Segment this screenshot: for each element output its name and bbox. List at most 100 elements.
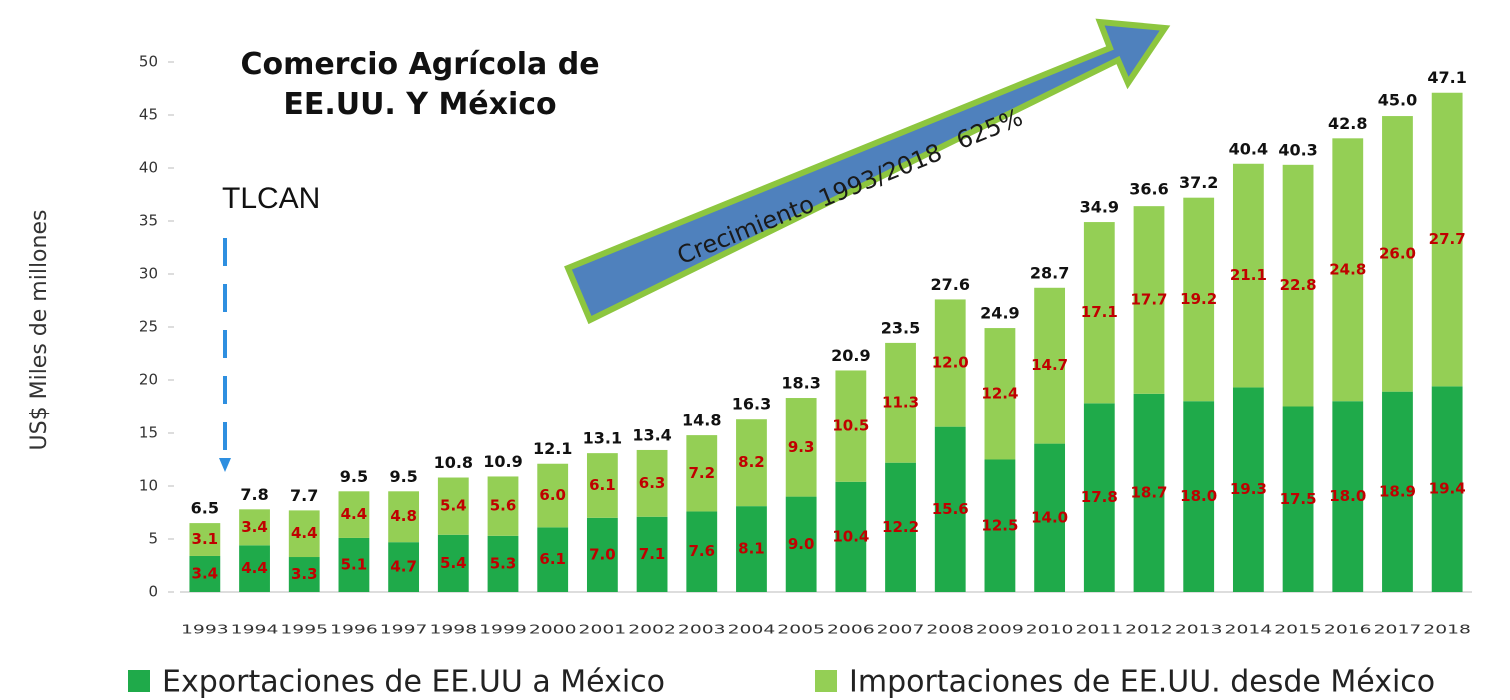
bar-segment bbox=[487, 476, 519, 536]
total-label: 36.6 bbox=[1129, 180, 1168, 199]
x-tick-label: 2003 bbox=[678, 623, 726, 637]
data-label: 7.6 bbox=[688, 542, 715, 560]
bar-segment bbox=[1183, 197, 1215, 402]
y-tick-label: 40 bbox=[139, 159, 158, 177]
total-label: 27.6 bbox=[930, 275, 969, 294]
y-tick-label: 25 bbox=[139, 318, 158, 336]
total-label: 20.9 bbox=[831, 346, 870, 365]
total-label: 9.5 bbox=[389, 467, 417, 486]
bar-segment bbox=[1431, 386, 1463, 592]
total-label: 40.3 bbox=[1278, 140, 1317, 159]
data-label: 6.1 bbox=[539, 550, 566, 568]
growth-annotation: Crecimiento 1993/2018 bbox=[673, 138, 946, 270]
y-tick-label: 45 bbox=[139, 106, 158, 124]
data-label: 5.4 bbox=[440, 497, 467, 515]
total-label: 7.7 bbox=[290, 486, 318, 505]
y-axis-label: US$ Miles de millones bbox=[27, 210, 52, 451]
bar-segment bbox=[437, 534, 469, 592]
bar-segment bbox=[239, 509, 270, 546]
bar-segment bbox=[1232, 387, 1264, 592]
data-label: 12.0 bbox=[932, 354, 969, 372]
bar-segment bbox=[1083, 403, 1115, 592]
data-label: 8.1 bbox=[738, 540, 765, 558]
x-tick-label: 2009 bbox=[976, 623, 1024, 637]
bar-segment bbox=[736, 506, 767, 592]
data-label: 7.1 bbox=[639, 545, 666, 563]
data-label: 14.7 bbox=[1031, 356, 1068, 374]
y-tick-label: 10 bbox=[139, 477, 158, 495]
legend-swatch bbox=[815, 670, 837, 692]
bar-segment bbox=[1183, 401, 1215, 592]
bar-segment bbox=[736, 419, 767, 507]
data-label: 17.8 bbox=[1081, 488, 1118, 506]
x-tick-label: 1999 bbox=[479, 623, 527, 637]
data-label: 11.3 bbox=[882, 393, 919, 411]
data-label: 17.5 bbox=[1280, 490, 1317, 508]
total-label: 47.1 bbox=[1427, 68, 1466, 87]
x-tick-label: 1997 bbox=[380, 623, 428, 637]
data-label: 12.4 bbox=[981, 384, 1018, 402]
x-tick-label: 2005 bbox=[777, 623, 825, 637]
x-tick-label: 2016 bbox=[1324, 623, 1372, 637]
bar-segment bbox=[1034, 287, 1066, 444]
x-tick-label: 1993 bbox=[181, 623, 229, 637]
total-label: 42.8 bbox=[1328, 114, 1367, 133]
x-tick-label: 1995 bbox=[280, 623, 328, 637]
bar-segment bbox=[437, 477, 469, 535]
bar-segment bbox=[636, 449, 668, 517]
growth-arrow bbox=[564, 18, 1171, 325]
bar-segment bbox=[885, 342, 916, 463]
data-label: 14.0 bbox=[1031, 508, 1068, 526]
data-label: 4.7 bbox=[390, 558, 417, 576]
data-label: 5.4 bbox=[440, 554, 467, 572]
data-label: 3.3 bbox=[291, 565, 318, 583]
x-tick-label: 2015 bbox=[1274, 623, 1322, 637]
x-tick-label: 2014 bbox=[1225, 623, 1273, 637]
x-tick-label: 2012 bbox=[1125, 623, 1173, 637]
bar-segment bbox=[785, 496, 817, 592]
data-label: 17.1 bbox=[1081, 303, 1118, 321]
x-tick-label: 2004 bbox=[728, 623, 776, 637]
chart-title: Comercio Agrícola de EE.UU. Y México bbox=[240, 47, 600, 122]
tlcan-arrowhead bbox=[219, 458, 231, 472]
data-label: 19.2 bbox=[1180, 290, 1217, 308]
total-label: 45.0 bbox=[1378, 91, 1417, 110]
bar-segment bbox=[239, 545, 270, 592]
bar-segment bbox=[984, 328, 1016, 460]
y-tick-label: 15 bbox=[139, 424, 158, 442]
data-label: 3.4 bbox=[192, 564, 219, 582]
x-tick-label: 1996 bbox=[330, 623, 378, 637]
bar-segment bbox=[487, 535, 519, 592]
data-label: 10.5 bbox=[832, 417, 869, 435]
bar-segment bbox=[1332, 138, 1364, 402]
bar-segment bbox=[785, 398, 817, 497]
total-label: 40.4 bbox=[1229, 139, 1268, 158]
y-tick-label: 0 bbox=[148, 583, 158, 601]
total-label: 23.5 bbox=[881, 318, 920, 337]
x-tick-label: 2001 bbox=[579, 623, 627, 637]
legend-label: Importaciones de EE.UU. desde México bbox=[849, 665, 1435, 700]
total-label: 10.8 bbox=[434, 453, 473, 472]
data-label: 12.2 bbox=[882, 518, 919, 536]
data-label: 3.1 bbox=[192, 530, 219, 548]
bar-segment bbox=[1282, 406, 1314, 592]
total-label: 10.9 bbox=[483, 452, 522, 471]
data-label: 4.4 bbox=[341, 505, 368, 523]
data-label: 10.4 bbox=[832, 527, 869, 545]
y-tick-label: 35 bbox=[139, 212, 158, 230]
bar-segment bbox=[835, 481, 867, 592]
bar-segment bbox=[934, 299, 966, 427]
bar-segment bbox=[1133, 206, 1165, 394]
y-tick-label: 50 bbox=[139, 53, 158, 71]
data-label: 3.4 bbox=[241, 518, 268, 536]
legend-label: Exportaciones de EE.UU a México bbox=[162, 665, 665, 700]
bar-segment bbox=[1282, 164, 1314, 407]
bar-segment bbox=[934, 426, 966, 592]
bar-segment bbox=[984, 459, 1016, 592]
data-label: 6.1 bbox=[589, 476, 616, 494]
bar-segment bbox=[1382, 391, 1413, 592]
bar-segment bbox=[636, 516, 668, 592]
x-tick-label: 2018 bbox=[1423, 623, 1471, 637]
data-label: 9.0 bbox=[788, 535, 815, 553]
bar-segment bbox=[537, 527, 569, 592]
